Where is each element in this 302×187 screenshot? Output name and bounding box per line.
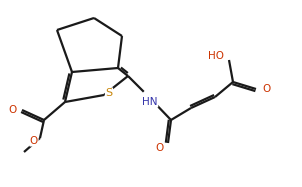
Text: O: O [30, 136, 38, 146]
Text: O: O [262, 84, 270, 94]
Text: O: O [156, 143, 164, 153]
Text: HN: HN [142, 97, 158, 107]
Text: HO: HO [208, 51, 224, 61]
Text: S: S [105, 88, 113, 98]
Text: O: O [9, 105, 17, 115]
